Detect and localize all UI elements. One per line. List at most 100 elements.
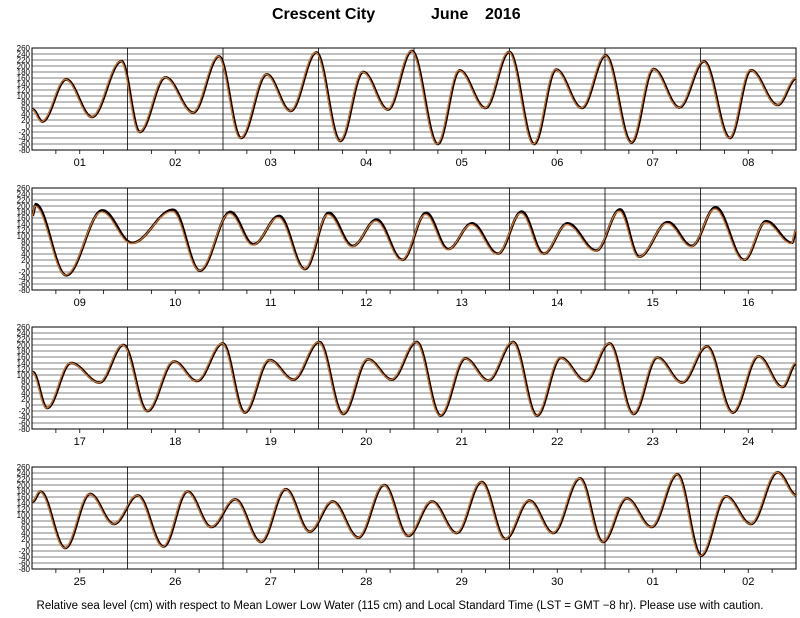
y-tick-label: -20 [18,547,30,556]
y-tick-label: -60 [18,419,30,428]
y-tick-label: 140 [17,499,31,508]
y-tick-label: 60 [21,244,30,253]
day-label: 15 [647,297,659,309]
y-tick-label: 240 [17,50,31,59]
chart-title: Crescent City June 2016 [0,6,800,30]
y-tick-label: -20 [18,128,30,137]
y-tick-label: 80 [21,377,30,386]
y-tick-label: 120 [17,365,31,374]
y-tick-label: 160 [17,353,31,362]
day-label: 08 [742,157,754,169]
y-tick-label: 40 [21,529,30,538]
tide-panel: 260240220200180160140120100806040200-20-… [17,463,797,588]
day-label: 23 [647,436,659,448]
y-tick-label: 120 [17,505,31,514]
predicted-series-line [32,341,796,417]
y-tick-label: 200 [17,62,31,71]
y-tick-label: 100 [17,232,31,241]
day-label: 06 [551,157,563,169]
chart-footnote: Relative sea level (cm) with respect to … [36,600,764,612]
predicted-series-line [32,471,796,557]
y-tick-label: -60 [18,559,30,568]
day-label: 19 [265,436,277,448]
y-tick-label: -60 [18,140,30,149]
y-tick-label: 140 [17,359,31,368]
y-tick-label: -20 [18,407,30,416]
day-label: 30 [551,576,563,588]
y-tick-label: 160 [17,493,31,502]
day-label: 16 [742,297,754,309]
y-tick-label: 180 [17,68,31,77]
day-label: 22 [551,436,563,448]
day-label: 25 [74,576,86,588]
day-label: 26 [169,576,181,588]
day-label: 28 [360,576,372,588]
day-label: 01 [74,157,86,169]
panel-frame [31,187,797,291]
y-tick-label: 0 [26,262,31,271]
y-tick-label: -40 [18,134,30,143]
y-tick-label: 180 [17,208,31,217]
day-label: 07 [647,157,659,169]
tide-panel: 260240220200180160140120100806040200-20-… [17,323,797,448]
panel-frame [31,326,797,430]
y-tick-label: -80 [18,565,30,574]
day-label: 09 [74,297,86,309]
y-tick-label: 160 [17,214,31,223]
y-tick-label: 0 [26,401,31,410]
y-tick-label: -80 [18,425,30,434]
y-tick-label: 260 [17,323,31,332]
day-label: 27 [265,576,277,588]
observed-series-line [32,49,796,146]
y-tick-label: 100 [17,511,31,520]
y-tick-label: 40 [21,250,30,259]
y-tick-label: -20 [18,268,30,277]
title-year: 2016 [485,6,521,23]
y-tick-label: 60 [21,523,30,532]
y-tick-label: 260 [17,44,31,53]
y-tick-label: 220 [17,335,31,344]
y-tick-label: 200 [17,481,31,490]
y-tick-label: 60 [21,104,30,113]
y-tick-label: 220 [17,196,31,205]
y-tick-label: 120 [17,226,31,235]
predicted-series-line [32,205,796,276]
day-label: 29 [456,576,468,588]
y-tick-label: 100 [17,371,31,380]
y-tick-label: 180 [17,347,31,356]
y-tick-label: 120 [17,86,31,95]
y-tick-label: -80 [18,286,30,295]
day-label: 04 [360,157,372,169]
y-tick-label: 200 [17,341,31,350]
panel-frame [31,47,797,151]
y-tick-label: -60 [18,280,30,289]
day-label: 20 [360,436,372,448]
y-tick-label: 240 [17,329,31,338]
y-tick-label: 240 [17,190,31,199]
title-station: Crescent City [272,6,376,23]
day-label: 11 [265,297,276,309]
y-tick-label: 20 [21,395,30,404]
day-label: 01 [647,576,659,588]
day-label: 18 [169,436,181,448]
y-tick-label: 140 [17,220,31,229]
y-tick-label: 220 [17,475,31,484]
day-label: 14 [551,297,563,309]
y-tick-label: 180 [17,487,31,496]
y-tick-label: 140 [17,80,31,89]
tide-panel: 260240220200180160140120100806040200-20-… [17,44,797,169]
y-tick-label: 240 [17,469,31,478]
day-label: 21 [456,436,468,448]
y-tick-label: 80 [21,98,30,107]
day-label: 13 [456,297,468,309]
y-tick-label: 20 [21,256,30,265]
y-tick-label: 40 [21,389,30,398]
y-tick-label: 0 [26,541,31,550]
day-label: 10 [169,297,181,309]
day-label: 12 [360,297,372,309]
y-tick-label: 0 [26,122,31,131]
y-tick-label: 260 [17,184,31,193]
day-label: 03 [265,157,277,169]
day-label: 05 [456,157,468,169]
